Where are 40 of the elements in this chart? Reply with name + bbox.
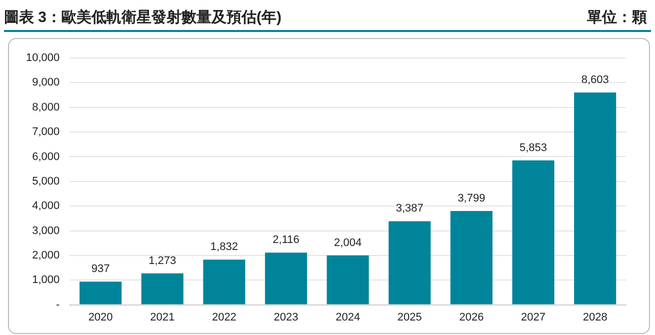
- y-tick-label: 6,000: [32, 150, 60, 163]
- y-tick-label: 8,000: [32, 101, 60, 114]
- bar: [203, 260, 246, 304]
- y-tick-label: 10,000: [26, 52, 60, 64]
- data-label: 1,832: [210, 241, 238, 254]
- bar: [450, 211, 492, 304]
- bar: [326, 255, 369, 304]
- data-label: 8,603: [581, 74, 609, 86]
- x-tick-label: 2023: [274, 311, 298, 324]
- text: 單位：顆: [587, 8, 647, 27]
- x-tick-label: 2020: [88, 311, 113, 324]
- data-label: 2,004: [334, 236, 362, 249]
- data-label: 937: [91, 263, 110, 276]
- y-tick-label: 2,000: [32, 249, 60, 262]
- y-tick-label: -: [56, 298, 60, 311]
- y-tick-label: 4,000: [32, 200, 60, 212]
- y-tick-label: 7,000: [32, 126, 60, 138]
- data-label: 1,273: [148, 254, 176, 267]
- x-tick-label: 2021: [150, 311, 175, 324]
- y-tick-label: 5,000: [32, 175, 60, 188]
- bar: [264, 252, 308, 304]
- x-tick-label: 2028: [582, 311, 608, 324]
- chart-title: 圖表 3：歐美低軌衛星發射數量及預估(年): [4, 8, 282, 27]
- data-label: 3,799: [458, 192, 486, 205]
- x-tick-label: 2027: [521, 311, 546, 324]
- y-tick-label: 9,000: [32, 76, 60, 89]
- bar: [80, 282, 122, 304]
- data-label: 2,116: [272, 234, 300, 246]
- y-tick-label: 3,000: [32, 224, 60, 237]
- bar: [574, 92, 616, 304]
- bar: [512, 160, 554, 304]
- y-tick-label: 1,000: [32, 274, 60, 286]
- bar: [141, 273, 184, 304]
- x-tick-label: 2022: [212, 311, 236, 324]
- data-label: 5,853: [520, 142, 548, 154]
- data-label: 3,387: [396, 202, 424, 215]
- x-tick-label: 2025: [397, 311, 422, 324]
- bar: [388, 221, 431, 304]
- x-tick-label: 2024: [336, 311, 360, 324]
- x-tick-label: 2026: [459, 311, 484, 324]
